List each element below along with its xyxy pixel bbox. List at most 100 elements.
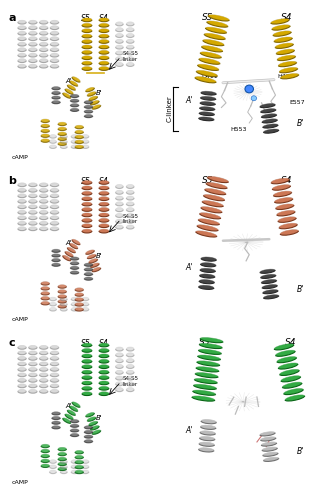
Ellipse shape: [65, 252, 73, 256]
Ellipse shape: [58, 290, 66, 293]
Ellipse shape: [40, 64, 48, 68]
Ellipse shape: [99, 229, 109, 233]
Ellipse shape: [75, 456, 83, 459]
Ellipse shape: [40, 216, 48, 220]
Ellipse shape: [201, 425, 216, 430]
Ellipse shape: [281, 376, 301, 382]
Ellipse shape: [99, 354, 109, 358]
Ellipse shape: [261, 280, 277, 283]
Ellipse shape: [82, 28, 92, 32]
Ellipse shape: [40, 390, 48, 393]
Ellipse shape: [18, 351, 26, 354]
Ellipse shape: [115, 376, 123, 380]
Ellipse shape: [29, 368, 37, 371]
Ellipse shape: [50, 31, 59, 35]
Ellipse shape: [40, 26, 48, 30]
Ellipse shape: [50, 302, 56, 306]
Ellipse shape: [263, 129, 279, 133]
Ellipse shape: [82, 186, 92, 190]
Ellipse shape: [87, 92, 96, 96]
Ellipse shape: [273, 191, 292, 196]
Ellipse shape: [50, 222, 59, 225]
Ellipse shape: [52, 91, 60, 94]
Ellipse shape: [40, 31, 48, 35]
Ellipse shape: [99, 180, 109, 184]
Ellipse shape: [40, 20, 48, 24]
Ellipse shape: [196, 366, 219, 372]
Ellipse shape: [261, 108, 276, 113]
Ellipse shape: [70, 108, 79, 112]
Ellipse shape: [99, 392, 109, 396]
Ellipse shape: [194, 378, 217, 384]
Ellipse shape: [277, 210, 295, 216]
Ellipse shape: [115, 190, 123, 194]
Ellipse shape: [82, 386, 92, 390]
Ellipse shape: [75, 450, 83, 454]
Ellipse shape: [71, 460, 78, 464]
Ellipse shape: [99, 61, 109, 65]
Ellipse shape: [50, 356, 59, 360]
Ellipse shape: [18, 368, 26, 371]
Ellipse shape: [41, 444, 50, 448]
Ellipse shape: [29, 227, 37, 230]
Ellipse shape: [60, 308, 67, 311]
Ellipse shape: [29, 194, 37, 198]
Ellipse shape: [82, 302, 89, 306]
Ellipse shape: [126, 358, 134, 362]
Text: B': B': [96, 90, 103, 96]
Ellipse shape: [50, 390, 59, 393]
Ellipse shape: [283, 388, 303, 394]
Ellipse shape: [251, 96, 256, 100]
Ellipse shape: [115, 56, 123, 60]
Ellipse shape: [50, 145, 56, 148]
Ellipse shape: [29, 378, 37, 382]
Ellipse shape: [67, 410, 76, 416]
Ellipse shape: [82, 348, 92, 352]
Ellipse shape: [260, 432, 275, 436]
Ellipse shape: [99, 386, 109, 390]
Ellipse shape: [75, 125, 83, 128]
Ellipse shape: [29, 31, 37, 35]
Ellipse shape: [126, 208, 134, 212]
Ellipse shape: [199, 442, 214, 446]
Ellipse shape: [75, 308, 83, 311]
Ellipse shape: [71, 145, 78, 148]
Ellipse shape: [75, 130, 83, 134]
Ellipse shape: [70, 428, 79, 432]
Ellipse shape: [82, 224, 92, 228]
Ellipse shape: [40, 183, 48, 186]
Ellipse shape: [58, 448, 66, 451]
Ellipse shape: [84, 110, 93, 113]
Ellipse shape: [58, 457, 66, 460]
Ellipse shape: [50, 227, 59, 230]
Text: S4-S5
linker: S4-S5 linker: [122, 376, 139, 387]
Ellipse shape: [50, 210, 59, 214]
Ellipse shape: [126, 39, 134, 44]
Ellipse shape: [84, 263, 93, 266]
Ellipse shape: [199, 344, 222, 348]
Ellipse shape: [261, 114, 277, 118]
Ellipse shape: [194, 384, 216, 390]
Ellipse shape: [29, 48, 37, 52]
Ellipse shape: [260, 104, 275, 108]
Text: S5: S5: [199, 338, 210, 347]
Ellipse shape: [41, 296, 50, 300]
Ellipse shape: [71, 297, 78, 300]
Ellipse shape: [18, 227, 26, 230]
Ellipse shape: [40, 227, 48, 230]
Ellipse shape: [82, 45, 92, 48]
Ellipse shape: [200, 102, 215, 105]
Ellipse shape: [89, 421, 98, 426]
Ellipse shape: [277, 55, 296, 60]
Ellipse shape: [201, 420, 216, 424]
Ellipse shape: [82, 140, 89, 143]
Ellipse shape: [126, 56, 134, 60]
Ellipse shape: [60, 145, 67, 148]
Ellipse shape: [200, 96, 216, 100]
Ellipse shape: [40, 351, 48, 354]
Text: S4: S4: [99, 176, 109, 186]
Ellipse shape: [263, 290, 278, 294]
Ellipse shape: [201, 262, 216, 267]
Ellipse shape: [70, 434, 79, 436]
Ellipse shape: [82, 218, 92, 222]
